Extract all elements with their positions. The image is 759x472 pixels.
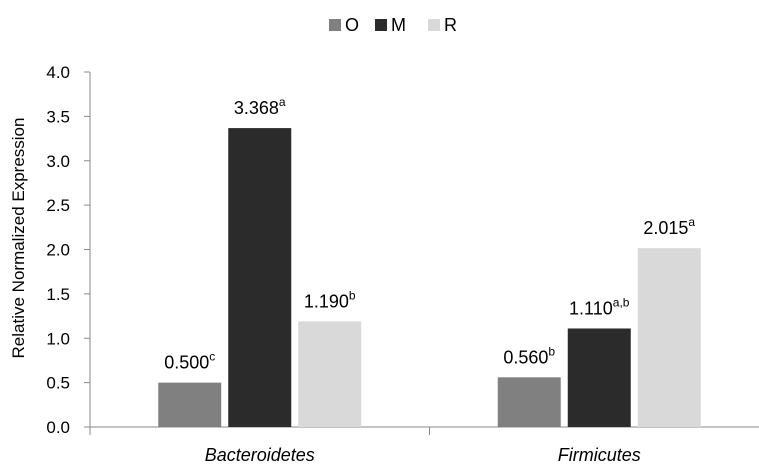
bars	[158, 128, 701, 427]
data-label: 2.015a	[643, 215, 695, 238]
y-tick-label: 2.0	[46, 241, 70, 260]
data-labels: Bacteroidetes 0.500c 3.368a 1.190b Firmicute…	[164, 95, 695, 465]
x-tick-label: Bacteroidetes	[205, 445, 315, 465]
y-tick-label: 0.5	[46, 374, 70, 393]
y-tick-label: 1.5	[46, 285, 70, 304]
data-label: 3.368a	[234, 95, 286, 118]
bar	[497, 377, 561, 427]
legend-label: O	[345, 15, 359, 35]
data-label: 0.500c	[164, 350, 215, 373]
x-tick-label: Firmicutes	[558, 445, 641, 465]
bar	[158, 382, 222, 427]
data-label: 0.560b	[503, 344, 555, 367]
y-tick-label: 3.0	[46, 152, 70, 171]
y-tick-label: 1.0	[46, 329, 70, 348]
y-tick-label: 2.5	[46, 196, 70, 215]
bar	[228, 128, 292, 427]
legend-swatch	[375, 19, 387, 31]
bar	[298, 321, 362, 427]
legend-label: R	[444, 15, 457, 35]
y-tick-label: 3.5	[46, 107, 70, 126]
data-label: 1.110a,b	[569, 295, 630, 318]
bar	[637, 248, 701, 427]
data-label: 1.190b	[304, 288, 356, 311]
y-tick-label: 4.0	[46, 63, 70, 82]
bar	[567, 328, 631, 427]
legend-swatch	[428, 19, 440, 31]
legend-swatch	[329, 19, 341, 31]
legend-label: M	[391, 15, 406, 35]
y-tick-label: 0.0	[46, 418, 70, 437]
y-axis-label: Relative Normalized Expression	[9, 118, 28, 359]
